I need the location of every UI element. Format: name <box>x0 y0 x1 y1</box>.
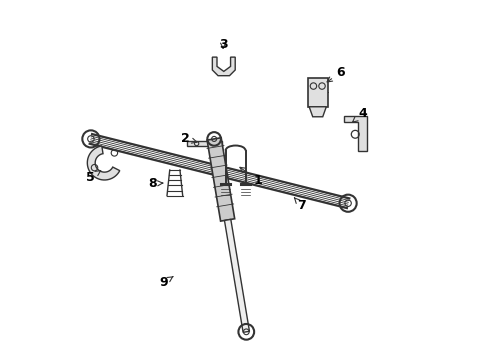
Text: 8: 8 <box>148 177 163 190</box>
Text: 9: 9 <box>159 276 173 289</box>
Polygon shape <box>343 116 366 152</box>
Polygon shape <box>87 146 120 180</box>
Text: 7: 7 <box>294 198 305 212</box>
Text: 5: 5 <box>86 171 101 184</box>
Text: 1: 1 <box>240 167 262 186</box>
Text: 4: 4 <box>352 107 366 122</box>
Polygon shape <box>224 219 249 332</box>
Polygon shape <box>212 57 235 76</box>
Text: 3: 3 <box>218 39 227 51</box>
Polygon shape <box>308 107 325 117</box>
Text: 6: 6 <box>326 66 345 82</box>
Bar <box>307 78 327 107</box>
Text: 2: 2 <box>181 132 197 145</box>
Polygon shape <box>206 138 234 221</box>
Bar <box>187 141 221 147</box>
